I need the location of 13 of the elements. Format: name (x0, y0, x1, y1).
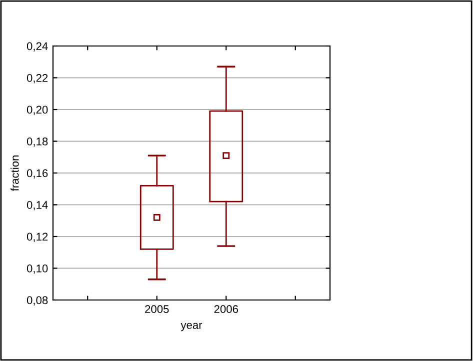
y-tick-label: 0,08 (26, 296, 48, 306)
y-tick-label: 0,20 (26, 106, 48, 115)
y-tick-label: 0,22 (26, 74, 48, 84)
y-tick-label: 0,24 (26, 42, 48, 52)
y-tick-label: 0,14 (26, 201, 48, 210)
y-tick-label: 0,18 (26, 138, 48, 147)
y-tick-label: 0,12 (26, 232, 48, 242)
y-tick-label: 0,10 (26, 264, 48, 274)
x-axis-title: year (180, 322, 202, 332)
y-tick-label: 0,16 (26, 169, 48, 178)
y-axis-title: fraction (10, 156, 19, 192)
x-tick-label: 2006 (214, 305, 238, 314)
x-tick-label: 2005 (145, 305, 169, 314)
